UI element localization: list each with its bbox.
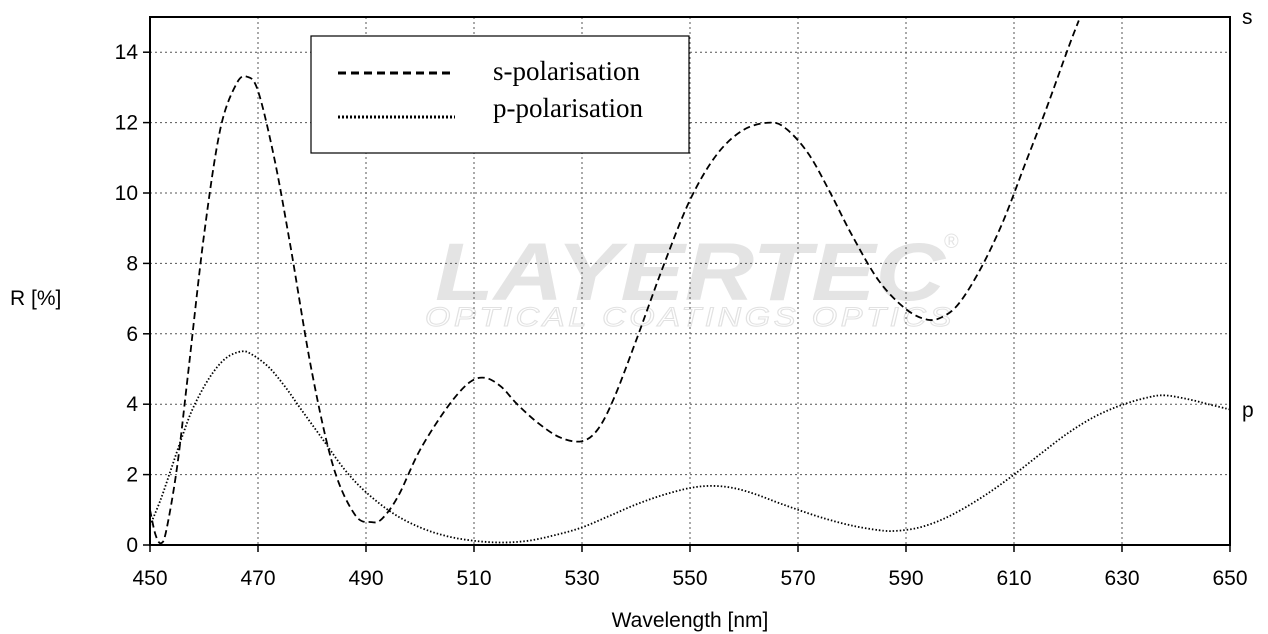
x-tick-label: 630 [1104, 567, 1139, 590]
s-series-end-label: s [1242, 6, 1253, 29]
x-tick-label: 590 [888, 567, 923, 590]
x-tick-label: 490 [348, 567, 383, 590]
x-tick-label: 470 [240, 567, 275, 590]
x-tick-label: 530 [564, 567, 599, 590]
axis-ticks: 450 470 490 510 530 550 570 590 610 630 650 0 2 4 6 8 10… [115, 41, 1248, 590]
y-tick-label: 8 [126, 252, 138, 275]
watermark-brand: LAYERTEC [435, 227, 947, 318]
x-tick-label: 650 [1212, 567, 1247, 590]
legend: s-polarisation p-polarisation [310, 35, 690, 154]
watermark: LAYERTEC ® OPTICAL COATINGS OPTICS [425, 227, 960, 333]
p-series-end-label: p [1242, 399, 1254, 422]
grid [150, 17, 1230, 545]
watermark-registered-mark: ® [944, 231, 959, 253]
x-tick-label: 570 [780, 567, 815, 590]
x-tick-label: 610 [996, 567, 1031, 590]
legend-label-p-polarisation: p-polarisation [493, 93, 643, 123]
y-tick-label: 12 [115, 112, 138, 135]
x-axis-title: Wavelength [nm] [612, 609, 769, 632]
y-tick-label: 10 [115, 182, 138, 205]
x-tick-label: 550 [672, 567, 707, 590]
series-lines [150, 20, 1230, 545]
legend-label-s-polarisation: s-polarisation [493, 56, 640, 86]
series-line-p-polarisation [150, 350, 1230, 544]
legend-box [310, 35, 690, 154]
y-tick-label: 2 [126, 464, 138, 487]
y-tick-label: 14 [115, 41, 139, 64]
watermark-tagline: OPTICAL COATINGS OPTICS [425, 302, 955, 332]
y-tick-label: 4 [126, 393, 138, 416]
y-tick-label: 6 [126, 323, 138, 346]
y-tick-label: 0 [126, 534, 138, 557]
x-tick-label: 510 [456, 567, 491, 590]
y-axis-title: R [%] [10, 287, 61, 310]
x-tick-label: 450 [132, 567, 167, 590]
